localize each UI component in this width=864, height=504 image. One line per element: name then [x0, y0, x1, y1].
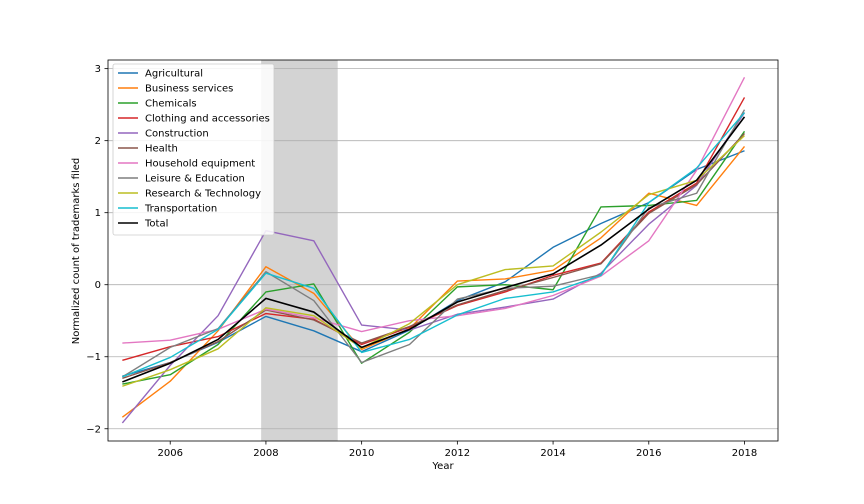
legend-label: Construction	[145, 129, 209, 140]
y-tick-label: 0	[95, 280, 101, 291]
y-tick-label: 3	[95, 64, 101, 75]
series-lines	[121, 76, 746, 424]
x-axis-title: Year	[431, 461, 454, 472]
y-tick-label: −1	[86, 352, 101, 363]
series-line-research-technology	[122, 135, 745, 387]
x-tick-label: 2018	[732, 448, 757, 459]
legend-label: Leisure & Education	[145, 174, 245, 185]
legend: Agricultural Business services Chemicals Cl…	[112, 63, 275, 236]
legend-box	[112, 63, 275, 236]
y-axis-title: Normalized count of trademarks filed	[71, 158, 82, 345]
legend-label: Total	[144, 219, 168, 230]
x-tick-label: 2008	[253, 448, 278, 459]
x-tick-label: 2012	[445, 448, 470, 459]
x-tick-label: 2016	[636, 448, 661, 459]
x-tick-label: 2006	[157, 448, 182, 459]
y-axis-ticks: −2 −1 0 1 2 3	[86, 64, 108, 435]
series-line-household-equipment	[122, 76, 746, 344]
legend-label: Health	[145, 144, 178, 155]
legend-label: Agricultural	[145, 69, 203, 80]
legend-label: Chemicals	[145, 99, 197, 110]
legend-label: Business services	[145, 84, 233, 95]
series-line-total	[122, 116, 746, 383]
y-tick-label: −2	[86, 424, 101, 435]
axes-frame	[107, 59, 779, 442]
legend-label: Research & Technology	[145, 189, 261, 200]
y-tick-label: 1	[95, 208, 101, 219]
legend-label: Clothing and accessories	[145, 114, 270, 125]
x-axis-ticks: 2006 2008 2010 2012 2014 2016 2018	[157, 441, 757, 459]
x-tick-label: 2014	[540, 448, 565, 459]
legend-label: Household equipment	[145, 159, 255, 170]
y-tick-label: 2	[95, 136, 101, 147]
x-tick-label: 2010	[349, 448, 374, 459]
axes-border	[107, 59, 779, 442]
legend-label: Transportation	[144, 204, 217, 215]
